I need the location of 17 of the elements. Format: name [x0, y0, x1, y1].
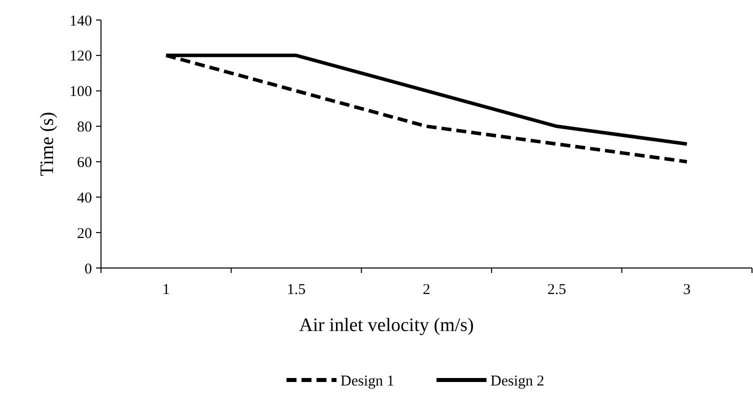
x-tick-label: 1.5: [286, 282, 306, 298]
x-tick-label: 2: [422, 282, 430, 298]
y-tick-label: 60: [77, 154, 92, 171]
y-tick-label: 120: [70, 48, 92, 65]
y-tick-label: 140: [70, 13, 92, 30]
x-axis-title: Air inlet velocity (m/s): [299, 315, 474, 336]
x-tick-label: 2.5: [547, 282, 566, 298]
y-tick-label: 0: [84, 261, 92, 278]
legend-label: Design 2: [490, 373, 544, 390]
y-tick-label: 80: [77, 120, 92, 136]
y-tick-label: 100: [70, 84, 92, 100]
y-axis-title: Time (s): [37, 112, 58, 176]
y-tick-label: 40: [77, 190, 92, 206]
x-tick-label: 1: [162, 282, 170, 298]
x-tick-label: 3: [683, 282, 691, 298]
legend-label: Design 1: [340, 373, 394, 390]
y-tick-label: 20: [77, 226, 92, 242]
